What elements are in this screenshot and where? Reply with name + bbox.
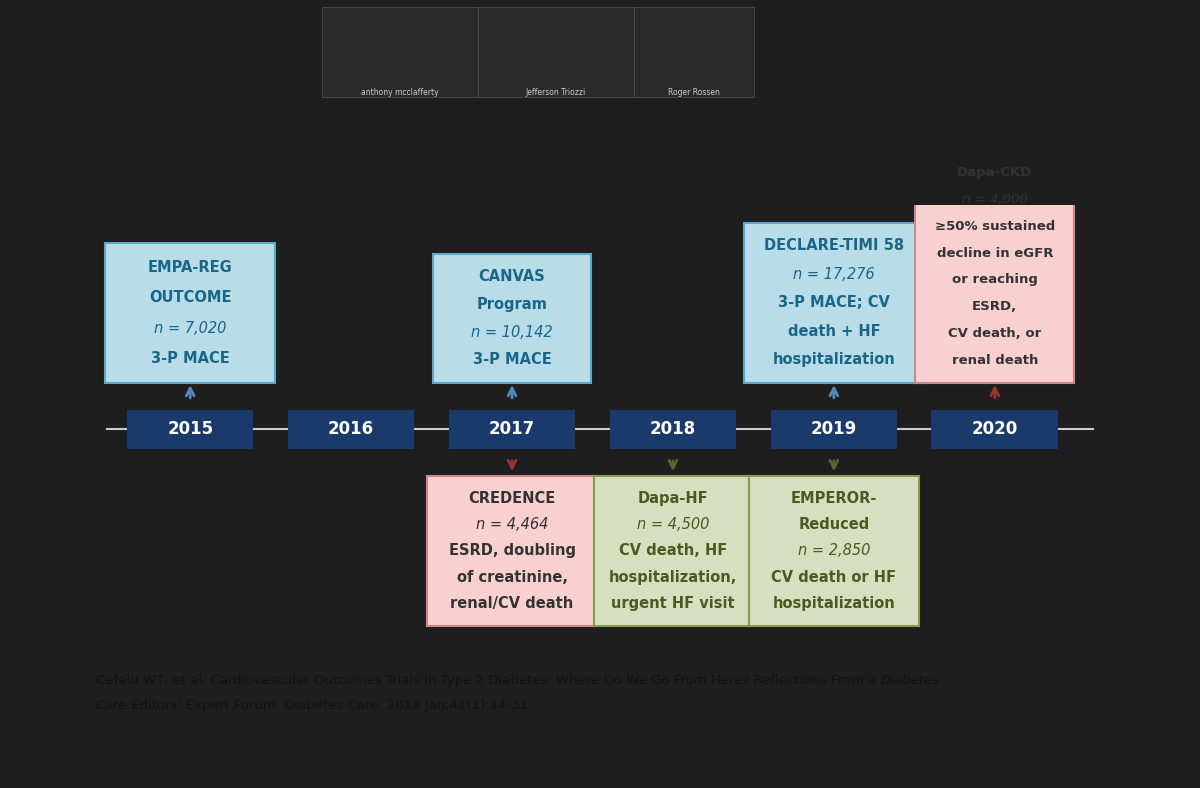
FancyBboxPatch shape bbox=[478, 7, 634, 98]
Text: OUTCOME: OUTCOME bbox=[149, 290, 232, 305]
Text: ≥50% sustained: ≥50% sustained bbox=[935, 220, 1055, 232]
FancyBboxPatch shape bbox=[634, 7, 754, 98]
Text: hospitalization: hospitalization bbox=[773, 597, 895, 611]
Text: renal/CV death: renal/CV death bbox=[450, 597, 574, 611]
Text: EMPA-REG: EMPA-REG bbox=[148, 260, 233, 275]
Text: hospitalization,: hospitalization, bbox=[608, 570, 737, 585]
Text: Diabetes: Diabetes bbox=[881, 674, 940, 686]
FancyBboxPatch shape bbox=[749, 476, 919, 626]
Text: n = 7,020: n = 7,020 bbox=[154, 321, 227, 336]
FancyBboxPatch shape bbox=[427, 476, 596, 626]
Text: Program: Program bbox=[476, 297, 547, 312]
Text: hospitalization: hospitalization bbox=[773, 352, 895, 367]
Text: n = 4,500: n = 4,500 bbox=[637, 517, 709, 532]
FancyBboxPatch shape bbox=[106, 243, 275, 383]
FancyBboxPatch shape bbox=[322, 7, 478, 98]
Text: n = 2,850: n = 2,850 bbox=[798, 544, 870, 559]
Text: urgent HF visit: urgent HF visit bbox=[611, 597, 734, 611]
Text: of creatinine,: of creatinine, bbox=[456, 570, 568, 585]
FancyBboxPatch shape bbox=[931, 410, 1058, 448]
Text: decline in eGFR: decline in eGFR bbox=[936, 247, 1054, 259]
Text: Jefferson Triozzi: Jefferson Triozzi bbox=[526, 88, 586, 98]
Text: death + HF: death + HF bbox=[787, 324, 880, 339]
Text: n = 4,000: n = 4,000 bbox=[962, 193, 1027, 206]
Text: n = 10,142: n = 10,142 bbox=[472, 325, 553, 340]
Text: 2016: 2016 bbox=[328, 421, 374, 438]
Text: EMPEROR-: EMPEROR- bbox=[791, 491, 877, 506]
Text: CREDENCE: CREDENCE bbox=[468, 491, 556, 506]
Text: Dapa-CKD: Dapa-CKD bbox=[958, 166, 1032, 179]
Text: or reaching: or reaching bbox=[952, 273, 1038, 287]
Text: 3-P MACE: 3-P MACE bbox=[473, 352, 552, 367]
FancyBboxPatch shape bbox=[288, 410, 414, 448]
Text: n = 4,464: n = 4,464 bbox=[476, 517, 548, 532]
FancyBboxPatch shape bbox=[594, 476, 752, 626]
Text: 2017: 2017 bbox=[488, 421, 535, 438]
Text: DECLARE-TIMI 58: DECLARE-TIMI 58 bbox=[764, 238, 904, 253]
Text: Reduced: Reduced bbox=[798, 517, 870, 532]
Text: ESRD,: ESRD, bbox=[972, 300, 1018, 314]
Text: Editors’ Expert Forum. Diabetes Care. 2018 Jan;41(1):14-31.: Editors’ Expert Forum. Diabetes Care. 20… bbox=[127, 699, 532, 712]
Text: CV death, HF: CV death, HF bbox=[619, 544, 727, 559]
FancyBboxPatch shape bbox=[744, 223, 924, 383]
Text: ESRD, doubling: ESRD, doubling bbox=[449, 544, 576, 559]
Text: Roger Rossen: Roger Rossen bbox=[667, 88, 720, 98]
Text: Dapa-HF: Dapa-HF bbox=[637, 491, 708, 506]
Text: CV death, or: CV death, or bbox=[948, 327, 1042, 340]
Text: CANVAS: CANVAS bbox=[479, 269, 546, 284]
FancyBboxPatch shape bbox=[449, 410, 575, 448]
Text: 3-P MACE: 3-P MACE bbox=[151, 351, 229, 366]
Text: renal death: renal death bbox=[952, 354, 1038, 367]
FancyBboxPatch shape bbox=[916, 151, 1074, 383]
Text: 2018: 2018 bbox=[650, 421, 696, 438]
Text: anthony mcclafferty: anthony mcclafferty bbox=[361, 88, 438, 98]
Text: Care: Care bbox=[96, 699, 127, 712]
Text: CV death or HF: CV death or HF bbox=[772, 570, 896, 585]
FancyBboxPatch shape bbox=[610, 410, 737, 448]
Text: 2020: 2020 bbox=[972, 421, 1018, 438]
Text: 2015: 2015 bbox=[167, 421, 214, 438]
Text: 3-P MACE; CV: 3-P MACE; CV bbox=[778, 296, 890, 310]
Text: 2019: 2019 bbox=[811, 421, 857, 438]
Text: n = 17,276: n = 17,276 bbox=[793, 266, 875, 281]
FancyBboxPatch shape bbox=[770, 410, 898, 448]
Text: Cefalu WT, et al. Cardiovascular Outcomes Trials in Type 2 Diabetes: Where Do We: Cefalu WT, et al. Cardiovascular Outcome… bbox=[96, 674, 881, 686]
FancyBboxPatch shape bbox=[127, 410, 253, 448]
FancyBboxPatch shape bbox=[433, 254, 592, 383]
